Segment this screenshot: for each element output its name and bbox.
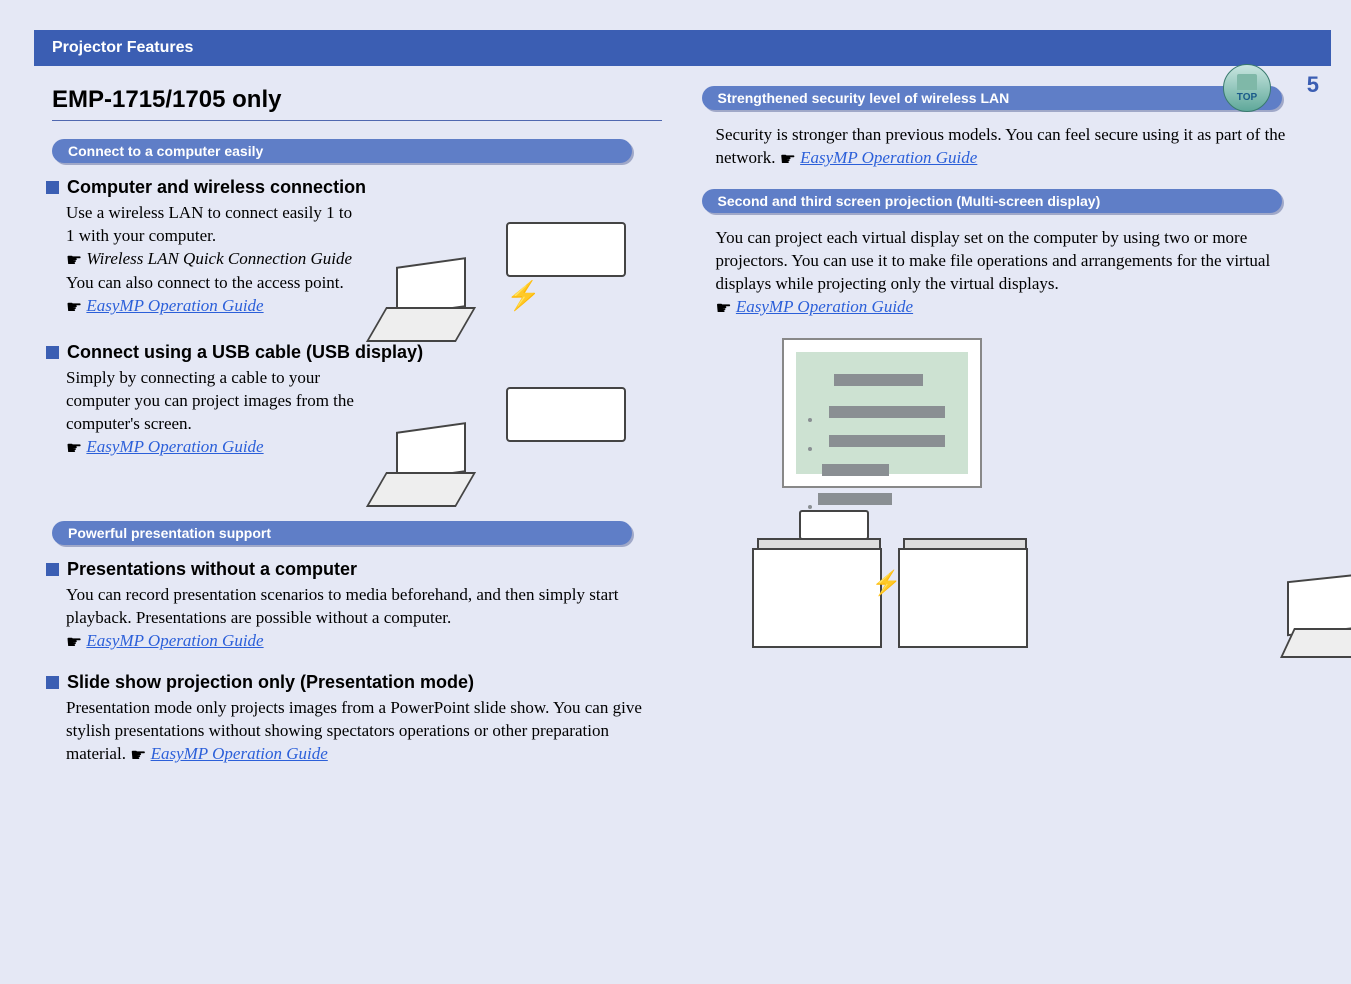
pill-connect-easily: Connect to a computer easily: [52, 139, 632, 163]
bullet-icon: [46, 346, 59, 359]
virtual-inner: [796, 352, 968, 474]
sub-slideshow: Slide show projection only (Presentation…: [46, 672, 662, 693]
multiscreen-body: You can project each virtual display set…: [716, 227, 1312, 320]
laptop-graphic: [376, 262, 496, 342]
security-body: Security is stronger than previous model…: [716, 124, 1312, 171]
top-icon-graphic: [1237, 74, 1257, 90]
page-number: 5: [1307, 72, 1319, 98]
multiscreen-link[interactable]: EasyMP Operation Guide: [736, 297, 913, 316]
bolt-icon: ⚡: [506, 279, 541, 312]
right-column: Strengthened security level of wireless …: [702, 86, 1312, 785]
security-link[interactable]: EasyMP Operation Guide: [800, 148, 977, 167]
top-icon[interactable]: TOP: [1223, 64, 1271, 112]
bullet-icon: [46, 676, 59, 689]
pointer-icon: ☛: [66, 297, 82, 317]
sub-nocomputer-title: Presentations without a computer: [67, 559, 357, 580]
laptop-graphic: [376, 427, 496, 507]
pointer-icon: ☛: [130, 745, 146, 765]
sub-wireless: Computer and wireless connection: [46, 177, 662, 198]
screens-row: ⚡: [752, 548, 1202, 648]
pointer-icon: ☛: [780, 149, 796, 169]
screen-2: [898, 548, 1028, 648]
sub-wireless-title: Computer and wireless connection: [67, 177, 366, 198]
header-title: Projector Features: [52, 39, 193, 57]
bolt-icon: ⚡: [872, 569, 902, 598]
nocomputer-link[interactable]: EasyMP Operation Guide: [86, 631, 263, 650]
sub-usb: Connect using a USB cable (USB display): [46, 342, 662, 363]
row-usb: Simply by connecting a cable to your com…: [52, 367, 662, 507]
bullet-icon: [46, 563, 59, 576]
header-bar: Projector Features: [34, 30, 1331, 66]
pointer-icon: ☛: [66, 632, 82, 652]
bullet-icon: [46, 181, 59, 194]
left-column: EMP-1715/1705 only Connect to a computer…: [52, 86, 662, 785]
row-wireless: Use a wireless LAN to connect easily 1 t…: [52, 202, 662, 342]
wireless-ref: Wireless LAN Quick Connection Guide: [86, 249, 352, 268]
slideshow-body: Presentation mode only projects images f…: [66, 697, 662, 767]
nocomputer-body: You can record presentation scenarios to…: [66, 584, 662, 654]
content-area: EMP-1715/1705 only Connect to a computer…: [0, 66, 1351, 785]
pill-presentation-support: Powerful presentation support: [52, 521, 632, 545]
wireless-body2: You can also connect to the access point…: [66, 273, 344, 292]
wireless-body: Use a wireless LAN to connect easily 1 t…: [66, 202, 356, 319]
sub-usb-title: Connect using a USB cable (USB display): [67, 342, 423, 363]
multiscreen-text: You can project each virtual display set…: [716, 228, 1271, 293]
top-label: TOP: [1237, 92, 1257, 103]
pointer-icon: ☛: [716, 298, 732, 318]
usb-link[interactable]: EasyMP Operation Guide: [86, 437, 263, 456]
title-rule: [52, 120, 662, 121]
pointer-icon: ☛: [66, 250, 82, 270]
wireless-body1: Use a wireless LAN to connect easily 1 t…: [66, 203, 352, 245]
main-title: EMP-1715/1705 only: [52, 86, 662, 114]
multiscreen-diagram: ⚡: [782, 338, 1202, 648]
pill-multiscreen: Second and third screen projection (Mult…: [702, 189, 1282, 213]
mini-laptop: [1287, 577, 1351, 658]
usb-body: Simply by connecting a cable to your com…: [66, 367, 356, 460]
sub-slideshow-title: Slide show projection only (Presentation…: [67, 672, 474, 693]
screen-1: [752, 548, 882, 648]
wireless-link[interactable]: EasyMP Operation Guide: [86, 296, 263, 315]
illust-usb: [376, 367, 636, 507]
projector-graphic: [506, 222, 626, 277]
slideshow-link[interactable]: EasyMP Operation Guide: [151, 744, 328, 763]
virtual-window: [782, 338, 982, 488]
usb-body-text: Simply by connecting a cable to your com…: [66, 368, 354, 433]
projector-graphic: [506, 387, 626, 442]
illust-wireless: ⚡: [376, 202, 636, 342]
nocomputer-text: You can record presentation scenarios to…: [66, 585, 619, 627]
mini-projector: [799, 510, 869, 540]
pointer-icon: ☛: [66, 438, 82, 458]
pill-security: Strengthened security level of wireless …: [702, 86, 1282, 110]
sub-nocomputer: Presentations without a computer: [46, 559, 662, 580]
